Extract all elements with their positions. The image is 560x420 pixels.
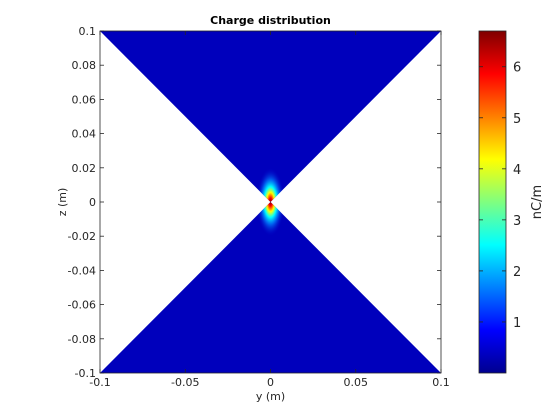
- x-axis-label: y (m): [256, 390, 285, 403]
- y-axis-label: z (m): [56, 188, 69, 217]
- y-tick-label: 0.02: [72, 162, 97, 175]
- y-tick-label: 0.06: [72, 93, 97, 106]
- y-tick-label: -0.02: [68, 230, 96, 243]
- colorbar-tick-label: 1: [513, 316, 521, 331]
- colorbar-ticks: 1 2 3 4 5 6: [479, 61, 521, 331]
- data-regions: [100, 31, 441, 373]
- colorbar-tick-label: 3: [513, 214, 521, 229]
- chart-title: Charge distribution: [210, 14, 331, 27]
- y-tick-label: 0: [89, 196, 96, 209]
- colorbar: [478, 30, 507, 374]
- charge-peak: [256, 168, 285, 236]
- y-tick-label: -0.08: [68, 333, 96, 346]
- cone-region-upper: [100, 31, 441, 202]
- y-tick-label: -0.06: [68, 299, 96, 312]
- x-tick-label: 0.1: [432, 376, 450, 389]
- x-tick-label: 0: [267, 376, 274, 389]
- colorbar-tick-label: 5: [513, 112, 521, 127]
- y-tick-label: 0.1: [79, 25, 97, 38]
- y-tick-label: -0.1: [75, 367, 96, 380]
- x-tick-label: 0.05: [344, 376, 369, 389]
- x-tick-label: -0.05: [171, 376, 199, 389]
- cone-region-lower: [100, 202, 441, 373]
- x-tick-label: -0.1: [89, 376, 110, 389]
- y-tick-label: 0.04: [72, 128, 97, 141]
- colorbar-label: nC/m: [530, 185, 545, 219]
- x-axis-ticks: -0.1 -0.05 0 0.05 0.1: [89, 31, 450, 389]
- colorbar-tick-label: 4: [513, 163, 521, 178]
- colorbar-tick-label: 6: [513, 61, 521, 76]
- y-tick-label: 0.08: [72, 59, 97, 72]
- y-tick-label: -0.04: [68, 264, 96, 277]
- colorbar-tick-label: 2: [513, 265, 521, 280]
- y-axis-ticks: -0.1 -0.08 -0.06 -0.04 -0.02 0 0.02 0.04 0.06 0.0…: [68, 25, 441, 380]
